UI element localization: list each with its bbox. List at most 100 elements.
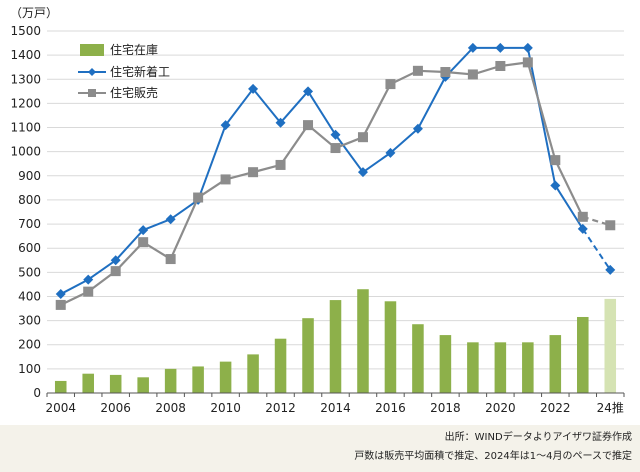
- point-shinchakko: [577, 223, 588, 234]
- point-hanbai: [275, 159, 286, 170]
- y-tick-label: 700: [18, 217, 41, 231]
- bar-zaiko: [494, 342, 507, 393]
- line-shinchakko: [60, 46, 584, 295]
- y-tick-label: 900: [18, 169, 41, 183]
- y-tick-label: 1000: [10, 145, 41, 159]
- bar-zaiko: [384, 301, 397, 393]
- point-hanbai: [330, 143, 341, 154]
- bar-zaiko: [109, 374, 122, 393]
- legend-marker-shinchakko: [88, 68, 96, 76]
- point-hanbai: [522, 57, 533, 68]
- point-hanbai: [83, 286, 94, 297]
- y-tick-label: 1200: [10, 96, 41, 110]
- line-shinchakko-estimate: [581, 228, 612, 271]
- y-tick-label: 600: [18, 241, 41, 255]
- point-hanbai: [550, 155, 561, 166]
- point-shinchakko: [83, 274, 94, 285]
- point-hanbai: [55, 299, 66, 310]
- point-shinchakko: [275, 117, 286, 128]
- x-tick-label: 2008: [155, 401, 186, 415]
- y-tick-label: 100: [18, 362, 41, 376]
- footnote: 戸数は販売平均面積で推定、2024年は1～4月のペースで推定: [354, 449, 632, 462]
- point-shinchakko: [605, 264, 616, 275]
- legend-label-shinchakko: 住宅新着工: [110, 64, 170, 79]
- bar-zaiko: [302, 318, 314, 393]
- point-hanbai: [193, 192, 204, 203]
- x-tick-label: 2006: [100, 401, 131, 415]
- point-hanbai: [577, 211, 588, 222]
- point-shinchakko: [412, 123, 423, 134]
- x-tick-label: 24推: [597, 401, 624, 415]
- bar-zaiko: [439, 335, 452, 393]
- point-shinchakko: [303, 86, 314, 97]
- point-shinchakko: [138, 225, 149, 236]
- point-hanbai: [248, 167, 259, 178]
- bar-zaiko: [164, 368, 177, 393]
- point-shinchakko: [248, 83, 259, 94]
- legend-marker-hanbai: [88, 89, 96, 97]
- point-hanbai: [220, 174, 231, 185]
- y-tick-label: 500: [18, 265, 41, 279]
- x-tick-label: 2010: [210, 401, 241, 415]
- y-unit-label: （万戸）: [10, 6, 58, 20]
- legend-label-zaiko: 住宅在庫: [110, 42, 158, 57]
- y-tick-label: 1100: [10, 121, 41, 135]
- point-shinchakko: [550, 180, 561, 191]
- y-tick-label: 800: [18, 193, 41, 207]
- bar-zaiko: [247, 354, 259, 393]
- point-shinchakko: [522, 42, 533, 53]
- point-shinchakko: [55, 289, 66, 300]
- bar-zaiko: [604, 298, 617, 393]
- bar-zaiko: [577, 316, 589, 393]
- bar-zaiko: [549, 335, 562, 393]
- y-tick-label: 1500: [10, 24, 41, 38]
- bar-zaiko: [522, 342, 534, 393]
- bar-zaiko: [274, 338, 287, 393]
- point-hanbai: [495, 60, 506, 71]
- point-shinchakko: [220, 120, 231, 131]
- bar-layer: [54, 289, 617, 393]
- x-tick-label: 2018: [430, 401, 461, 415]
- bar-zaiko: [412, 324, 424, 393]
- point-hanbai: [138, 237, 149, 248]
- x-tick-label: 2004: [45, 401, 76, 415]
- point-hanbai: [303, 120, 314, 131]
- bar-zaiko: [82, 373, 94, 393]
- bar-zaiko: [137, 377, 149, 393]
- point-shinchakko: [385, 147, 396, 158]
- y-tick-label: 200: [18, 338, 41, 352]
- x-tick-label: 2012: [265, 401, 296, 415]
- notes-background: [0, 425, 640, 472]
- bar-zaiko: [192, 366, 204, 393]
- notes: 出所：WINDデータよりアイザワ証券作成 戸数は販売平均面積で推定、2024年は…: [354, 430, 632, 462]
- y-tick-label: 0: [33, 386, 41, 400]
- bar-zaiko: [219, 361, 232, 393]
- point-shinchakko: [357, 167, 368, 178]
- point-hanbai: [165, 254, 176, 265]
- point-hanbai: [440, 67, 451, 78]
- source-note: 出所：WINDデータよりアイザワ証券作成: [445, 430, 632, 443]
- axis-layer: （万戸） 0 100 200 300 400 500 600 700 800 900 1000 110…: [10, 6, 625, 415]
- y-tick-label: 1400: [10, 48, 41, 62]
- bar-zaiko: [54, 380, 67, 393]
- point-hanbai: [412, 65, 423, 76]
- y-tick-label: 400: [18, 289, 41, 303]
- y-tick-label: 300: [18, 314, 41, 328]
- bar-zaiko: [357, 289, 369, 393]
- point-hanbai: [467, 69, 478, 80]
- point-hanbai: [357, 132, 368, 143]
- y-tick-label: 1300: [10, 72, 41, 86]
- point-hanbai: [385, 79, 396, 90]
- point-shinchakko: [165, 214, 176, 225]
- bar-zaiko: [329, 300, 342, 393]
- point-shinchakko: [495, 42, 506, 53]
- x-tick-label: 2020: [485, 401, 516, 415]
- point-shinchakko: [110, 255, 121, 266]
- bar-zaiko: [467, 342, 479, 393]
- x-tick-label: 2016: [375, 401, 406, 415]
- x-tick-label: 2014: [320, 401, 351, 415]
- point-hanbai: [605, 220, 616, 231]
